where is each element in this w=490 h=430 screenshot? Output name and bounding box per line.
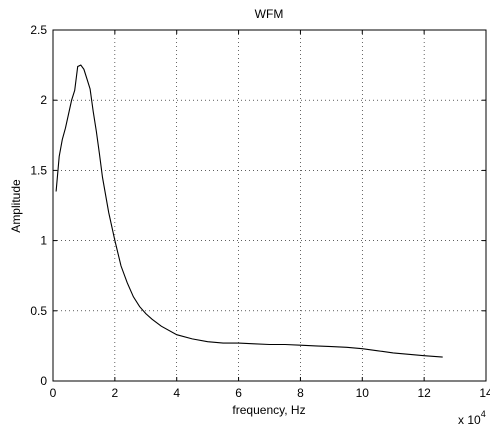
x-multiplier-base: x 10: [458, 413, 481, 427]
y-tick-label: 2.5: [30, 23, 47, 37]
x-tick-label: 14: [479, 386, 490, 400]
series: [55, 64, 443, 358]
x-tick-label: 8: [297, 386, 304, 400]
y-tick-label: 0.5: [30, 304, 47, 318]
y-tick-label: 2: [40, 93, 47, 107]
x-tick-label: 12: [417, 386, 431, 400]
x-multiplier-exponent: 4: [481, 409, 486, 419]
x-tick-label: 6: [235, 386, 242, 400]
ticks: [52, 29, 487, 382]
grid: [53, 30, 486, 381]
x-axis-label: frequency, Hz: [232, 403, 305, 417]
y-tick-label: 0: [40, 374, 47, 388]
x-tick-label: 10: [356, 386, 370, 400]
series-line: [55, 64, 443, 358]
x-multiplier: x 104: [458, 409, 486, 427]
x-tick-label: 0: [50, 386, 57, 400]
chart-title: WFM: [255, 7, 284, 21]
plot-area: [52, 29, 487, 382]
y-axis-label: Amplitude: [9, 179, 23, 233]
y-tick-label: 1.5: [30, 163, 47, 177]
y-tick-label: 1: [40, 234, 47, 248]
x-tick-label: 4: [173, 386, 180, 400]
tick-labels: 0 2 4 6 8 10 12 14 0 0.5 1 1.5 2 2.5: [30, 23, 490, 400]
x-tick-label: 2: [112, 386, 119, 400]
